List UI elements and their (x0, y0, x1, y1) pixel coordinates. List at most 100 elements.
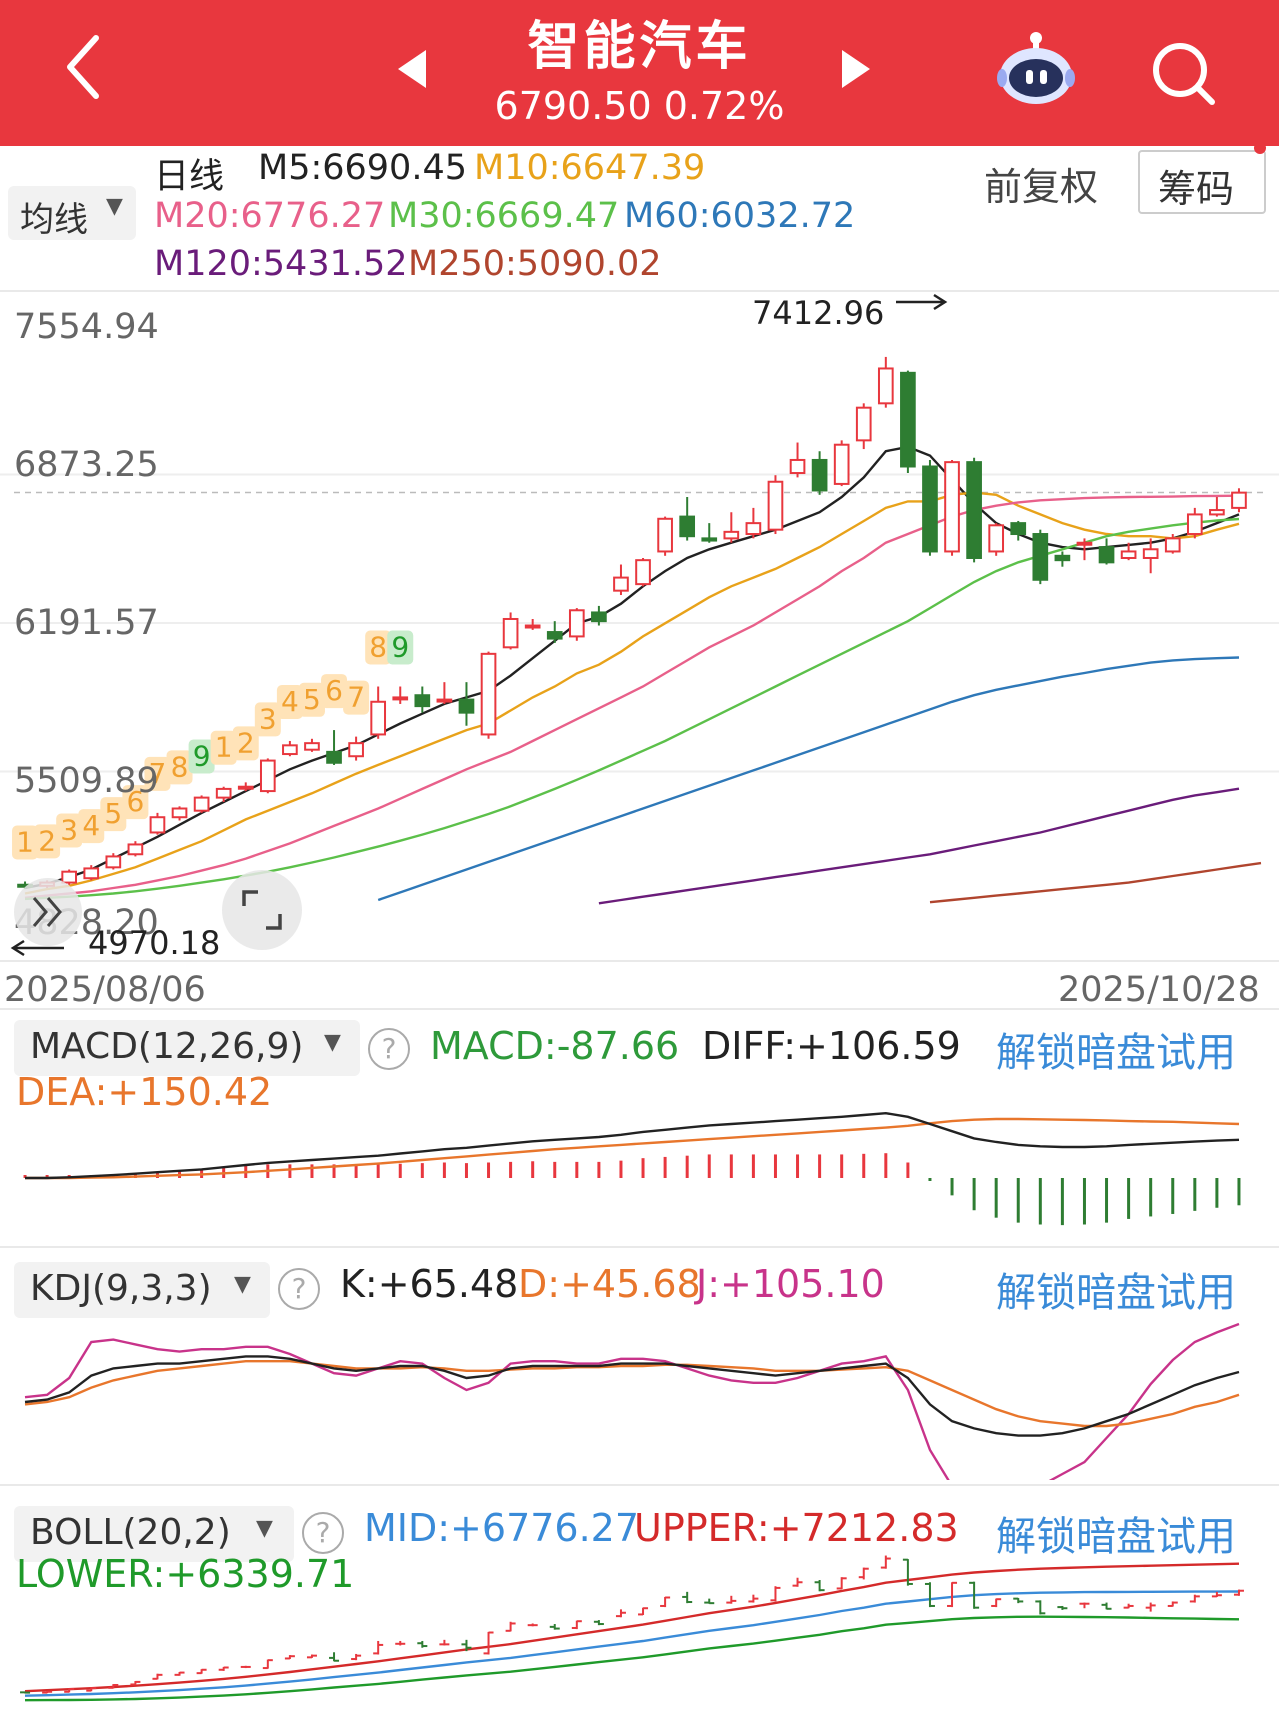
ma-item-m120: M120:5431.52 (154, 244, 408, 284)
low-marker-label: 4970.18 (88, 924, 220, 960)
ai-assistant-robot-icon[interactable] (994, 30, 1078, 110)
candle-body (767, 480, 784, 531)
period-label: 日线 (154, 157, 225, 197)
candle-body (61, 870, 78, 884)
td-count-label: 2 (38, 824, 56, 857)
d-value: D:+45.68 (518, 1262, 701, 1306)
td-count-label: 2 (237, 726, 255, 759)
chevron-down-icon: ▼ (256, 1516, 273, 1541)
candle-body (546, 631, 563, 640)
candlestick-chart[interactable]: 1 2 3 4 5 67 8 9 1 234 5 6 78 9 7554.94 6873.25 6191.… (0, 292, 1279, 960)
search-icon[interactable] (1150, 40, 1220, 110)
candle-body (1098, 546, 1115, 564)
td-count-label: 6 (325, 674, 343, 707)
candle-body (922, 465, 938, 553)
boll-panel-border (0, 1484, 1279, 1486)
td-count-label: 9 (193, 739, 211, 772)
macd-selector-label: MACD(12,26,9) (30, 1026, 304, 1067)
td-marker-bg (144, 756, 171, 791)
adjust-mode-label[interactable]: 前复权 (984, 165, 1099, 209)
td-marker-bg (343, 680, 370, 715)
y-tick-label: 6191.57 (14, 603, 159, 643)
td-count-label: 1 (215, 731, 233, 764)
td-count-label: 8 (171, 750, 189, 783)
ma-line-m5 (24, 445, 1240, 890)
boll-lower-line (24, 1615, 1240, 1702)
candle-body (1032, 533, 1049, 581)
ma-selector-label: 均线 (20, 200, 88, 240)
boll-selector[interactable]: BOLL(20,2) ▼ (14, 1506, 294, 1562)
y-tick-label: 5509.89 (14, 761, 159, 801)
candle-body (193, 796, 210, 812)
ma-selector[interactable]: 均线 ▼ (8, 186, 136, 240)
chevron-down-icon: ▼ (324, 1030, 341, 1055)
macd-selector[interactable]: MACD(12,26,9) ▼ (14, 1020, 360, 1076)
td-marker-bg (34, 824, 61, 859)
candle-body (613, 576, 629, 592)
candle-body (458, 698, 475, 714)
top-bar: 智能汽车 6790.50 0.72% (0, 0, 1279, 146)
td-marker-bg (387, 630, 414, 665)
dea-value: DEA:+150.42 (16, 1070, 273, 1114)
candle-body (171, 807, 188, 819)
diff-value: DIFF:+106.59 (702, 1024, 961, 1068)
candle-body (1142, 548, 1159, 559)
ma-item-m60: M60:6032.72 (624, 196, 856, 236)
help-icon[interactable]: ? (368, 1028, 410, 1070)
kdj-panel-border (0, 1246, 1279, 1248)
boll-upper-line (24, 1562, 1240, 1693)
ma-line-m120 (598, 787, 1240, 905)
ma-item-m20: M20:6776.27 (154, 196, 386, 236)
x-axis-end-date: 2025/10/28 (1058, 970, 1260, 1010)
candle-body (83, 867, 100, 880)
td-marker-bg (210, 730, 237, 765)
td-sequence-markers: 1 2 3 4 5 67 8 9 1 234 5 6 78 9 (12, 630, 414, 860)
next-stock-icon[interactable] (838, 48, 872, 90)
help-icon[interactable]: ? (278, 1268, 320, 1310)
td-count-label: 4 (82, 809, 100, 842)
unlock-dark-pool-link[interactable]: 解锁暗盘试用 (996, 1030, 1236, 1076)
td-count-label: 3 (259, 702, 277, 735)
candle-body (480, 652, 497, 736)
unlock-dark-pool-link[interactable]: 解锁暗盘试用 (996, 1514, 1236, 1560)
current-price: 6790.50 (494, 84, 652, 128)
j-value: J:+105.10 (696, 1262, 885, 1306)
diff-line (25, 1111, 1240, 1180)
td-count-label: 5 (104, 797, 122, 830)
help-icon[interactable]: ? (302, 1512, 344, 1554)
chevron-down-icon: ▼ (106, 194, 123, 219)
candle-body (282, 744, 298, 756)
expand-sidebar-icon[interactable] (14, 878, 82, 946)
ma-item-m10: M10:6647.39 (474, 148, 706, 188)
candle-body (679, 515, 696, 538)
unlock-dark-pool-link[interactable]: 解锁暗盘试用 (996, 1270, 1236, 1316)
boll-chart (20, 1555, 1244, 1702)
chart-bottom-border (0, 960, 1279, 962)
candle-body (568, 609, 585, 638)
ma-line-m60 (377, 656, 1240, 902)
candle-body (988, 524, 1005, 553)
td-marker-bg (12, 825, 39, 860)
candle-body (701, 537, 718, 542)
y-tick-label: 6873.25 (14, 445, 159, 485)
candle-body (127, 843, 144, 856)
candles (17, 356, 1247, 890)
macd-chart (23, 1111, 1241, 1226)
td-marker-bg (365, 630, 392, 665)
fullscreen-icon[interactable] (222, 870, 302, 950)
td-count-label: 3 (60, 814, 78, 847)
page-title: 智能汽车 (527, 17, 752, 77)
candle-body (326, 750, 342, 764)
candle-body (1120, 550, 1137, 559)
change-percent: 0.72% (663, 84, 785, 128)
candle-body (723, 530, 740, 540)
prev-stock-icon[interactable] (396, 48, 430, 90)
chevron-down-icon: ▼ (234, 1272, 251, 1297)
candle-body (657, 517, 673, 553)
td-marker-bg (254, 702, 281, 737)
back-arrow-icon[interactable] (62, 32, 106, 102)
chips-button[interactable]: 筹码 (1138, 150, 1266, 214)
x-axis-start-date: 2025/08/06 (4, 970, 206, 1010)
boll-lower-value: LOWER:+6339.71 (16, 1552, 355, 1596)
kdj-selector[interactable]: KDJ(9,3,3) ▼ (14, 1262, 270, 1318)
